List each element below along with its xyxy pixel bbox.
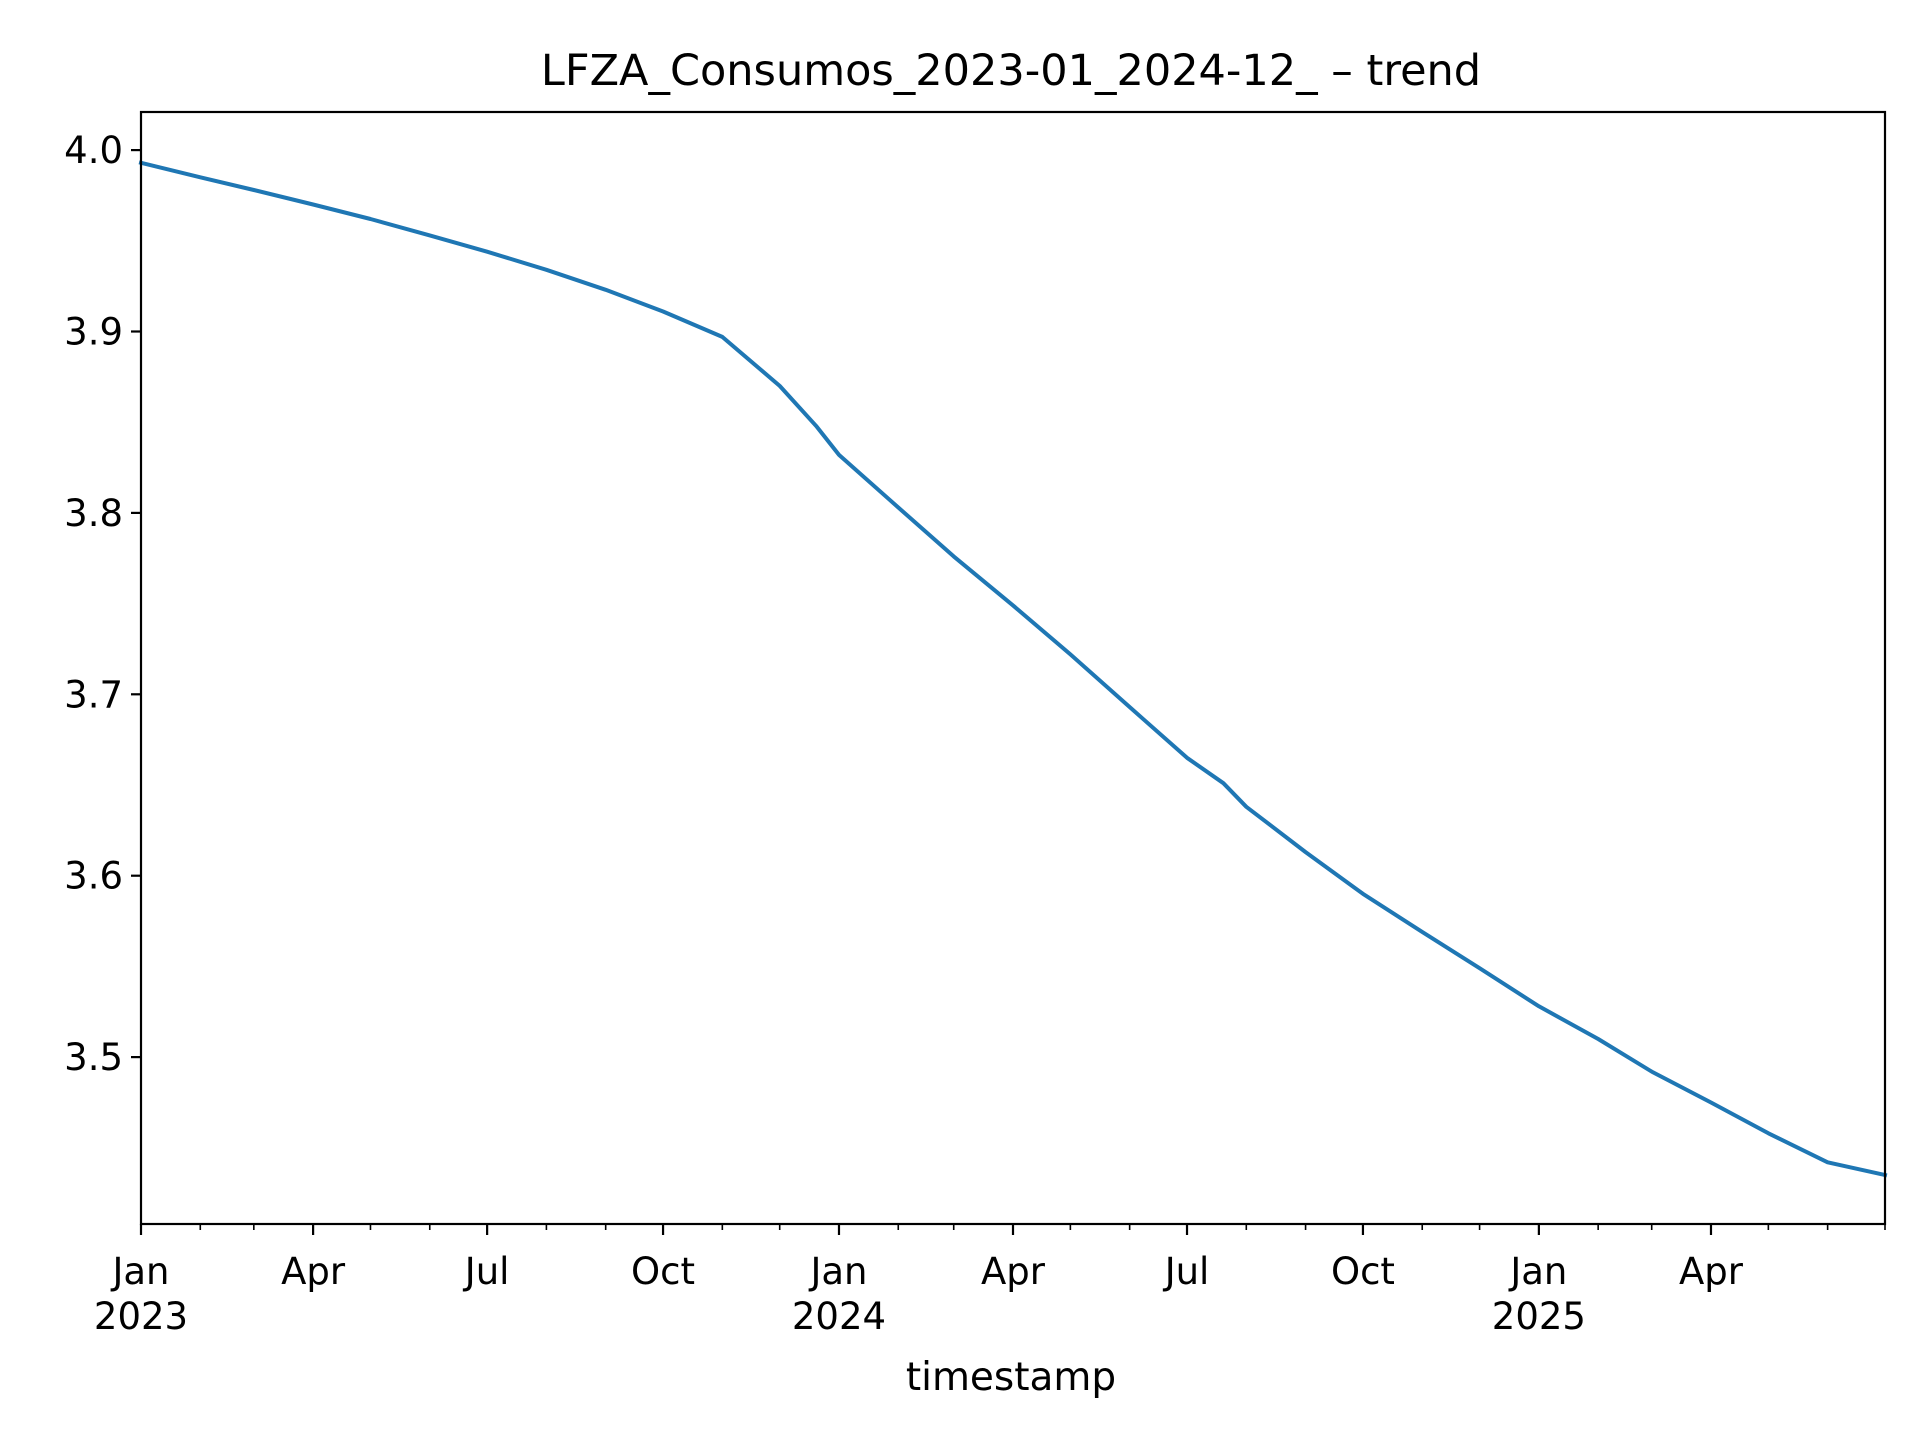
x-tick-label: Apr xyxy=(1679,1250,1744,1293)
y-tick-label: 4.0 xyxy=(64,129,123,172)
y-tick-label: 3.9 xyxy=(64,310,123,353)
x-tick-label: Jan xyxy=(110,1250,169,1293)
x-tick-year-label: 2023 xyxy=(94,1295,188,1338)
x-tick-label: Jul xyxy=(463,1250,510,1293)
plot-frame xyxy=(139,110,1887,1226)
x-tick-label: Oct xyxy=(1331,1250,1395,1293)
y-tick-label: 3.6 xyxy=(64,855,123,898)
x-tick-label: Oct xyxy=(631,1250,695,1293)
y-tick-label: 3.5 xyxy=(64,1036,123,1079)
x-tick-label: Jul xyxy=(1163,1250,1210,1293)
x-tick-year-label: 2025 xyxy=(1492,1295,1586,1338)
chart-title: LFZA_Consumos_2023-01_2024-12_ – trend xyxy=(541,46,1481,96)
x-tick-label: Jan xyxy=(808,1250,867,1293)
y-tick-label: 3.8 xyxy=(64,492,123,535)
trend-line xyxy=(138,160,1888,1178)
x-tick-label: Jan xyxy=(1508,1250,1567,1293)
x-axis-label: timestamp xyxy=(906,1355,1116,1400)
y-axis: 4.0 3.9 3.8 3.7 3.6 3.5 xyxy=(64,129,141,1079)
x-tick-year-label: 2024 xyxy=(792,1295,886,1338)
x-tick-label: Apr xyxy=(281,1250,346,1293)
x-tick-label: Apr xyxy=(981,1250,1046,1293)
series-layer xyxy=(138,160,1888,1178)
y-tick-label: 3.7 xyxy=(64,673,123,716)
